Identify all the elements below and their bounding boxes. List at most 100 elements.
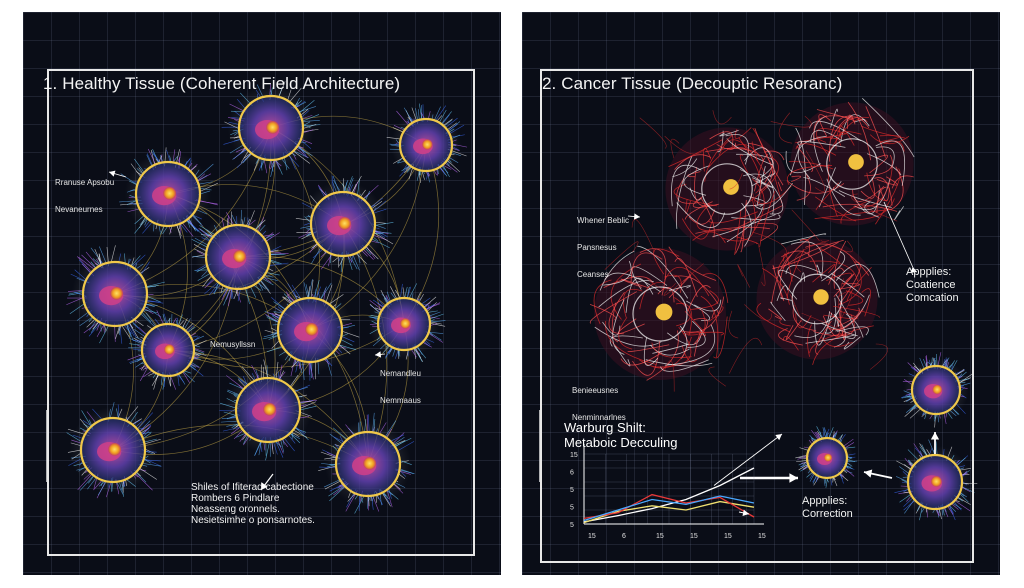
healthy-tissue-illustration bbox=[46, 81, 468, 514]
healthy-bottom-caption: Shiles of Ifiterad cabectione Rombers 6 … bbox=[191, 482, 315, 526]
warburg-chart: 15 6 5 5 5 15 6 15 15 15 15 bbox=[570, 444, 766, 540]
cell-membrane bbox=[376, 296, 432, 352]
chart-x-tick-label: 15 bbox=[588, 533, 596, 540]
annotation-arrow bbox=[627, 213, 641, 220]
nucleus bbox=[930, 476, 942, 487]
annotation-leader bbox=[883, 201, 915, 271]
caption-line: Nesietsimhe o ponsarnotes. bbox=[191, 515, 315, 526]
chart-series-line bbox=[583, 495, 755, 522]
nucleus bbox=[263, 402, 276, 416]
cell-membrane bbox=[805, 436, 849, 480]
trend-arrow bbox=[713, 433, 783, 486]
nucleus bbox=[338, 216, 351, 230]
annotation-line: Nemusyllssn bbox=[210, 340, 256, 349]
cell-membrane bbox=[309, 190, 377, 258]
cell-membrane bbox=[276, 296, 344, 364]
nucleus bbox=[723, 179, 739, 195]
annotation-line: Coatience bbox=[906, 279, 956, 291]
annotation-line: Nevaneurnes bbox=[55, 205, 103, 214]
nucleus bbox=[932, 384, 942, 395]
cancer-cell bbox=[785, 98, 915, 226]
healthy-cell bbox=[66, 245, 166, 344]
warburg-chart-title: Warburg Shilt: Metaboic Decculing bbox=[564, 420, 677, 450]
decoherent-threads bbox=[604, 110, 898, 392]
nucleus bbox=[400, 318, 411, 329]
nucleus bbox=[305, 322, 318, 336]
healthy-annotation-right: Nemandleu Nemmaaus bbox=[380, 351, 421, 423]
healthy-annotation-top-left: Rranuse Apsobu Nevaneurnes bbox=[55, 160, 114, 232]
healthy-tissue-panel: 1. Healthy Tissue (Coherent Field Archit… bbox=[23, 12, 501, 575]
correction-label: Appplies: Correction bbox=[802, 495, 853, 521]
cancer-annotation-right: Appplies: Coatience Comcation bbox=[906, 266, 959, 305]
cell-membrane bbox=[204, 223, 272, 291]
cell-membrane bbox=[81, 260, 149, 328]
nucleus bbox=[813, 289, 829, 305]
chart-y-tick-label: 5 bbox=[570, 522, 574, 529]
correction-line: Appplies: bbox=[802, 495, 848, 507]
healthy-cell bbox=[127, 310, 207, 390]
healthy-cell bbox=[386, 103, 468, 183]
chart-series-line bbox=[583, 467, 755, 523]
healthy-cell bbox=[262, 279, 360, 381]
cancer-annotation-top-left: Whener Beblic Pansnesus Ceanses bbox=[577, 198, 629, 297]
nucleus bbox=[422, 139, 433, 150]
annotation-line: Appplies: bbox=[906, 266, 952, 278]
healthy-cell bbox=[318, 412, 415, 514]
caption-arrow bbox=[260, 473, 274, 491]
cancer-cell bbox=[756, 233, 881, 365]
caption-line: Shiles of Ifiterad cabectione bbox=[191, 482, 314, 493]
nucleus bbox=[233, 249, 247, 263]
cell-membrane bbox=[140, 322, 196, 378]
healthy-cell bbox=[191, 209, 289, 307]
caption-line: Neasseng oronnels. bbox=[191, 504, 280, 515]
cancer-tissue-illustration: 15 6 5 5 5 15 6 15 15 15 15 bbox=[539, 98, 978, 540]
healthy-panel-frame bbox=[47, 69, 475, 556]
nucleus bbox=[108, 442, 121, 456]
chart-y-tick-label: 5 bbox=[570, 487, 574, 494]
chart-title-line: Metaboic Decculing bbox=[564, 435, 678, 450]
chart-x-tick-label: 15 bbox=[656, 533, 664, 540]
cancer-panel-frame bbox=[540, 69, 974, 563]
chart-x-tick-label: 15 bbox=[690, 533, 698, 540]
healthy-cell bbox=[894, 439, 978, 521]
cancer-panel-title: 2. Cancer Tissue (Decouptic Resoranc) bbox=[542, 74, 843, 93]
annotation-line: Nemmaaus bbox=[380, 396, 421, 405]
healthy-cell bbox=[66, 402, 162, 499]
cell-membrane bbox=[134, 160, 202, 228]
annotation-line: Benieeusnes bbox=[572, 386, 619, 395]
healthy-cell bbox=[119, 147, 219, 239]
healthy-cell bbox=[295, 175, 394, 272]
healthy-cell bbox=[900, 352, 973, 428]
correction-arrow bbox=[930, 432, 940, 454]
annotation-arrow bbox=[108, 170, 127, 178]
annotation-line: Rranuse Apsobu bbox=[55, 178, 115, 187]
nucleus bbox=[110, 286, 123, 300]
healthy-cell bbox=[219, 359, 317, 461]
healthy-cell bbox=[221, 81, 321, 177]
chart-y-tick-label: 6 bbox=[570, 470, 574, 477]
caption-line: Rombers 6 Pindlare bbox=[191, 493, 280, 504]
cell-membrane bbox=[398, 117, 454, 173]
cancer-cell bbox=[665, 127, 793, 256]
chart-x-tick-label: 6 bbox=[622, 533, 626, 540]
cancer-tissue-panel: 15 6 5 5 5 15 6 15 15 15 15 2. Cancer Tissue (Deco… bbox=[522, 12, 1000, 575]
annotation-line: Comcation bbox=[906, 292, 959, 304]
chart-title-line: Warburg Shilt: bbox=[564, 420, 646, 435]
cell-membrane bbox=[906, 453, 964, 511]
correction-arrow bbox=[740, 473, 798, 483]
nucleus bbox=[266, 120, 279, 134]
annotation-line: Nenminnarlnes bbox=[572, 413, 626, 422]
nucleus bbox=[363, 456, 376, 470]
healthy-annotation-mid: Nemusyllssn bbox=[210, 322, 255, 367]
annotation-line: Ceanses bbox=[577, 270, 609, 279]
correction-line: Correction bbox=[802, 508, 853, 520]
cancer-annotation-mid-left: Benieeusnes Nenminnarlnes bbox=[572, 368, 626, 440]
annotation-line: Pansnesus bbox=[577, 243, 617, 252]
cancer-cell bbox=[589, 245, 729, 381]
chart-series-line bbox=[583, 493, 755, 520]
annotation-arrow bbox=[374, 351, 386, 358]
cell-membrane bbox=[910, 364, 962, 416]
cell-membrane bbox=[79, 416, 147, 484]
annotation-line: Whener Beblic bbox=[577, 216, 630, 225]
series-arrow bbox=[738, 509, 750, 517]
